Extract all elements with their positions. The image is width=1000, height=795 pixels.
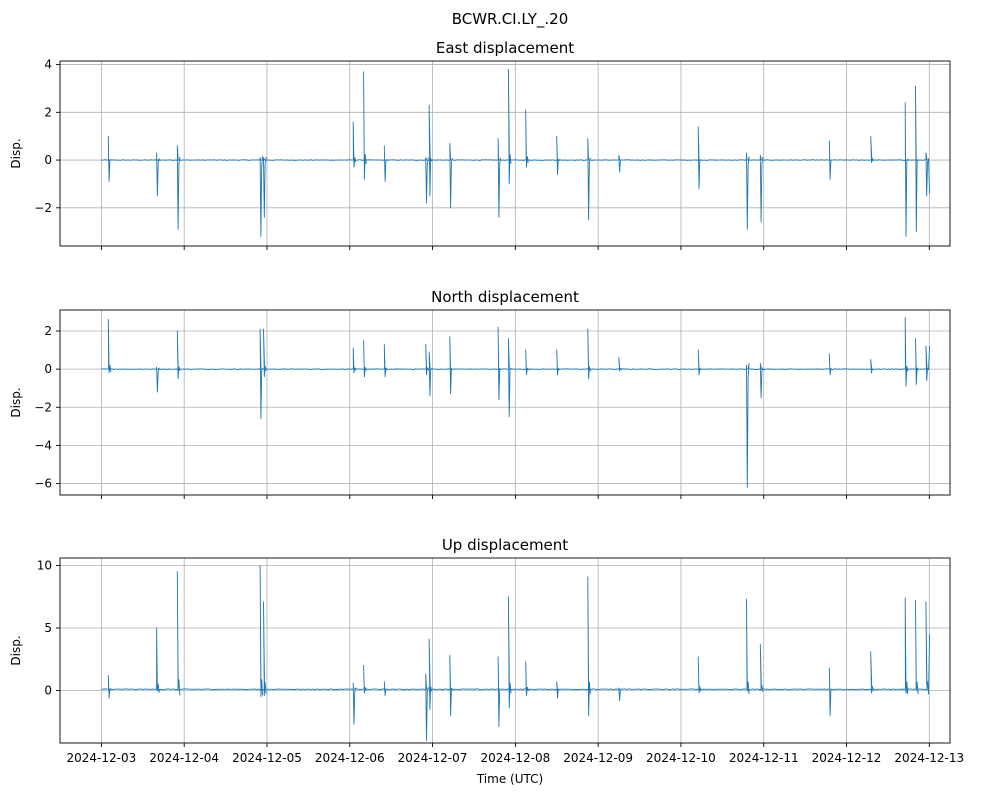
north-displacement-panel: North displacement 2 0 −2 −4 −6 Disp. [9,288,951,499]
x-axis-label: Time (UTC) [476,772,543,786]
y-tick-label: −6 [34,477,52,491]
y-tick-label: −2 [34,201,52,215]
y-tick-label: 10 [37,559,52,573]
axes-frame [59,557,951,744]
series-line [101,68,931,237]
x-tick-label: 2024-12-08 [480,751,550,765]
y-tick-label: 0 [44,684,52,698]
axes-frame [59,309,951,496]
y-tick-label: 4 [44,58,52,72]
axes-frame [59,60,951,247]
east-displacement-panel: East displacement 4 2 0 −2 Disp. [9,39,951,250]
x-tick-label: 2024-12-05 [232,751,302,765]
y-tick-label: −4 [34,438,52,452]
y-axis-label: Disp. [9,387,23,417]
x-tick-label: 2024-12-06 [315,751,385,765]
series-line [101,317,931,488]
x-tick-label: 2024-12-07 [398,751,468,765]
y-axis-label: Disp. [9,635,23,665]
y-tick-label: 2 [44,105,52,119]
x-tick-label: 2024-12-11 [729,751,799,765]
x-tick-label: 2024-12-09 [563,751,633,765]
x-tick-label: 2024-12-10 [646,751,716,765]
series-line [101,565,931,741]
y-tick-label: 0 [44,153,52,167]
y-tick-label: 5 [44,621,52,635]
y-tick-label: −2 [34,400,52,414]
y-tick-label: 0 [44,362,52,376]
x-tick-label: 2024-12-13 [894,751,964,765]
y-tick-label: 2 [44,324,52,338]
up-displacement-panel: Up displacement 10 5 0 2024-12-03 2024-12-04 2… [9,536,964,765]
x-tick-label: 2024-12-12 [812,751,882,765]
panel-title: East displacement [436,39,574,57]
y-axis-label: Disp. [9,138,23,168]
x-tick-label: 2024-12-04 [149,751,219,765]
panel-title: Up displacement [442,536,568,554]
panel-title: North displacement [431,288,579,306]
figure-suptitle: BCWR.CI.LY_.20 [452,10,569,29]
x-tick-label: 2024-12-03 [67,751,137,765]
